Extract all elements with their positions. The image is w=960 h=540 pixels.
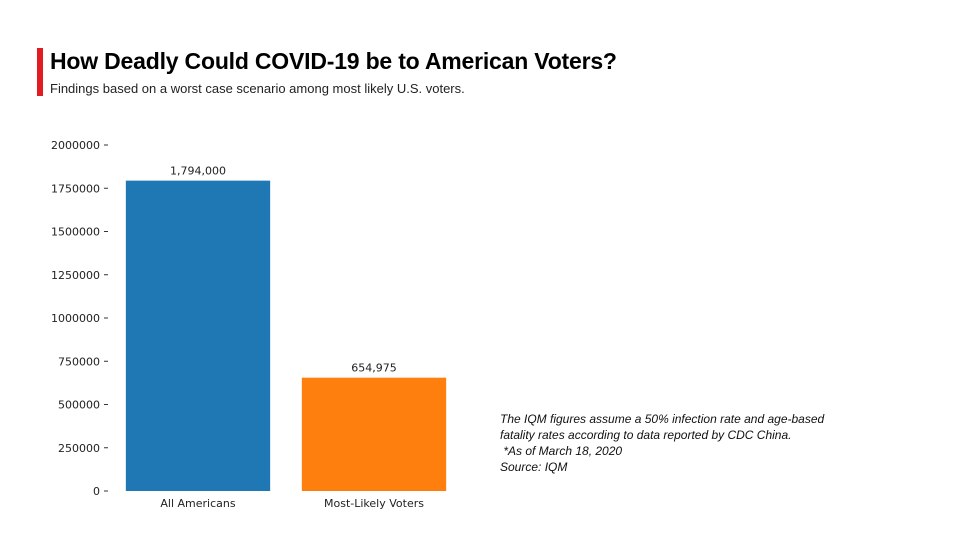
data-label: 654,975 <box>351 362 397 375</box>
data-label: 1,794,000 <box>170 165 226 178</box>
chart-subtitle: Findings based on a worst case scenario … <box>50 81 465 96</box>
footnote-line: fatality rates according to data reporte… <box>500 428 792 442</box>
y-tick-label: 0 <box>93 485 100 498</box>
y-tick-label: 1750000 <box>51 182 100 195</box>
y-tick-label: 1250000 <box>51 269 100 282</box>
y-tick-label: 1000000 <box>51 312 100 325</box>
bar <box>301 377 447 491</box>
x-tick-label: All Americans <box>160 497 235 510</box>
accent-bar <box>37 48 43 96</box>
footnote: The IQM figures assume a 50% infection r… <box>500 411 880 475</box>
y-tick-label: 1500000 <box>51 226 100 239</box>
y-tick-label: 750000 <box>58 355 100 368</box>
y-tick-label: 250000 <box>58 442 100 455</box>
y-tick-label: 500000 <box>58 399 100 412</box>
y-tick-label: 2000000 <box>51 139 100 152</box>
footnote-line: *As of March 18, 2020 <box>500 444 623 458</box>
bar <box>125 180 271 491</box>
footnote-source: Source: IQM <box>500 460 568 474</box>
footnote-line: The IQM figures assume a 50% infection r… <box>500 412 825 426</box>
x-tick-label: Most-Likely Voters <box>324 497 424 510</box>
chart-title: How Deadly Could COVID-19 be to American… <box>50 48 617 74</box>
